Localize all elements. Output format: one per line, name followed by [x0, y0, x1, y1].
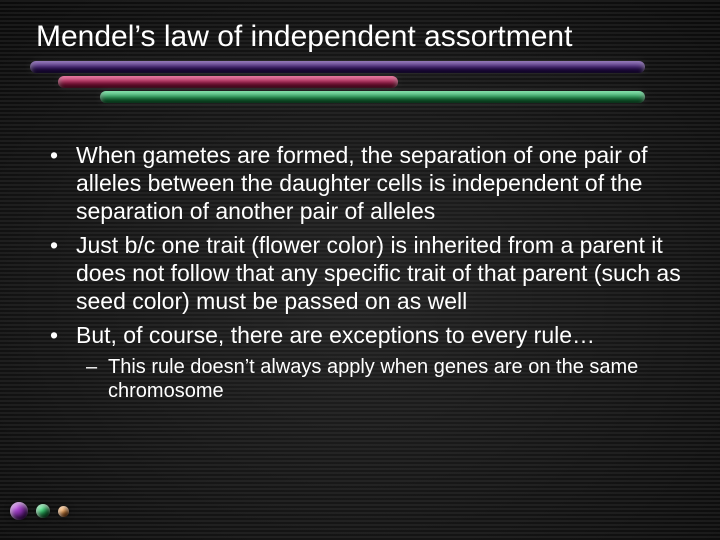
slide-title: Mendel’s law of independent assortment: [30, 20, 690, 55]
bullet-item: But, of course, there are exceptions to …: [40, 321, 684, 349]
sub-bullet-item: This rule doesn’t always apply when gene…: [40, 355, 684, 404]
decorative-bar-0: [30, 61, 645, 73]
bullet-list: When gametes are formed, the separation …: [40, 141, 684, 349]
decorative-dot-2: [58, 506, 69, 517]
slide: Mendel’s law of independent assortment W…: [0, 0, 720, 540]
decorative-dot-1: [36, 504, 50, 518]
decorative-bars: [0, 61, 720, 113]
sub-bullet-list: This rule doesn’t always apply when gene…: [40, 355, 684, 404]
decorative-dot-0: [10, 502, 28, 520]
slide-content: When gametes are formed, the separation …: [30, 141, 690, 404]
decorative-bar-1: [58, 76, 398, 88]
bullet-item: Just b/c one trait (flower color) is inh…: [40, 231, 684, 315]
decorative-bar-2: [100, 91, 645, 103]
decorative-dots: [10, 502, 69, 520]
bullet-item: When gametes are formed, the separation …: [40, 141, 684, 225]
